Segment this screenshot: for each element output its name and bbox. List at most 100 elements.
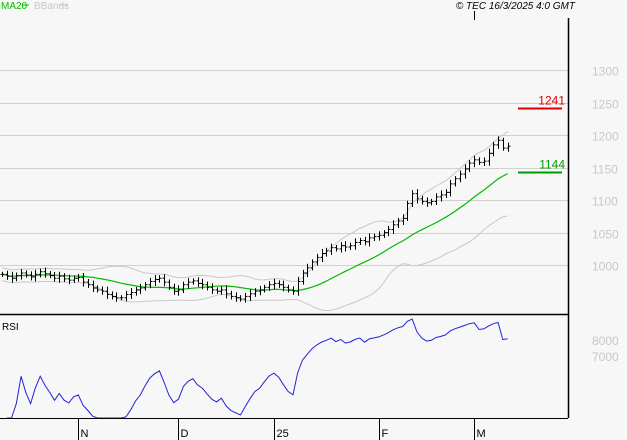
price-bar	[501, 137, 506, 151]
price-bar	[477, 157, 482, 166]
price-bar	[329, 243, 334, 255]
ma20-path	[1, 173, 508, 292]
price-bar	[343, 241, 348, 252]
price-bar	[324, 247, 329, 257]
price-bar	[191, 278, 196, 285]
price-bar	[348, 242, 353, 251]
price-bar	[353, 238, 358, 250]
price-bar	[286, 284, 291, 293]
price-bar	[205, 281, 210, 291]
price-bar	[367, 233, 372, 247]
price-bar	[196, 277, 201, 288]
price-bar	[81, 273, 86, 287]
price-bar	[19, 268, 24, 280]
y-tick-label: 1300	[592, 65, 619, 79]
price-bar	[10, 271, 15, 283]
copyright-timestamp: © TEC 16/3/2025 4:0 GMT	[456, 1, 576, 12]
price-bar	[243, 292, 248, 303]
price-bar	[487, 148, 492, 166]
price-bar	[215, 287, 220, 294]
price-bar	[134, 286, 139, 296]
price-bar	[167, 279, 172, 290]
price-bar	[491, 141, 496, 157]
price-bar	[320, 248, 325, 262]
bbands-lower	[1, 215, 508, 312]
price-bar	[315, 253, 320, 266]
price-bar	[472, 155, 477, 168]
price-bar	[401, 214, 406, 226]
price-bar	[396, 217, 401, 228]
price-bar	[24, 270, 29, 278]
price-y-axis: 1300 1250 1200 1150 1100 1050 1000	[592, 65, 619, 274]
price-bar	[162, 274, 167, 287]
price-bar	[200, 278, 205, 290]
price-bar	[272, 278, 277, 290]
price-bar	[143, 282, 148, 291]
price-bar	[281, 280, 286, 292]
price-bar	[391, 220, 396, 234]
y-tick-label: 1200	[592, 130, 619, 144]
price-bar	[253, 288, 258, 297]
price-bar	[482, 157, 487, 166]
price-bar	[38, 268, 43, 278]
price-bar	[458, 170, 463, 183]
last-price-label: 1241	[538, 94, 565, 108]
price-bar	[382, 230, 387, 238]
price-bar	[434, 193, 439, 206]
price-bar	[138, 283, 143, 294]
price-bar	[405, 200, 410, 221]
price-bar	[496, 136, 501, 149]
price-bar	[277, 280, 282, 288]
x-tick-label: D	[181, 428, 189, 440]
price-bar	[52, 272, 57, 282]
price-bar	[363, 236, 368, 246]
price-bar	[301, 269, 306, 285]
price-bar	[48, 271, 53, 279]
rsi-line	[6, 318, 508, 419]
price-bar	[463, 164, 468, 179]
price-bar	[386, 225, 391, 237]
x-tick-label: M	[477, 428, 486, 440]
price-bar	[95, 285, 100, 293]
price-bar	[262, 284, 267, 293]
price-bar	[339, 242, 344, 253]
price-bar	[444, 189, 449, 199]
price-bar	[248, 289, 253, 301]
price-bar	[33, 269, 38, 282]
price-bars	[0, 136, 511, 303]
price-bar	[310, 259, 315, 271]
y-tick-label: 1100	[592, 195, 618, 209]
price-bar	[453, 176, 458, 187]
x-axis: N D 25 F M	[78, 418, 486, 440]
price-bar	[100, 286, 105, 295]
price-bar	[258, 285, 263, 296]
legend-ma20: MA20	[1, 1, 28, 12]
price-bar	[305, 263, 310, 278]
bbands-upper	[1, 131, 508, 283]
price-bar	[210, 283, 215, 294]
price-bar	[110, 291, 115, 300]
price-bar	[5, 270, 10, 280]
price-markers: 1241 1144	[518, 94, 565, 174]
price-bar	[148, 277, 153, 289]
price-bar	[219, 286, 224, 295]
ma-last-label: 1144	[539, 158, 565, 172]
price-bar	[420, 195, 425, 205]
price-bar	[62, 273, 67, 282]
rsi-tick-label: 7000	[592, 350, 619, 364]
y-tick-label: 1150	[592, 163, 618, 177]
bollinger-bands	[1, 131, 508, 312]
ma20-line	[1, 173, 508, 292]
y-tick-label: 1050	[592, 228, 619, 242]
price-bar	[157, 275, 162, 283]
price-bar	[334, 245, 339, 252]
rsi-tick-label: 8000	[592, 334, 619, 348]
x-tick-label: 25	[277, 428, 289, 440]
y-tick-label: 1250	[592, 98, 619, 112]
price-bar	[267, 281, 272, 291]
price-bar	[105, 286, 110, 300]
price-bar	[377, 231, 382, 241]
price-bar	[234, 292, 239, 302]
price-bar	[291, 286, 296, 295]
